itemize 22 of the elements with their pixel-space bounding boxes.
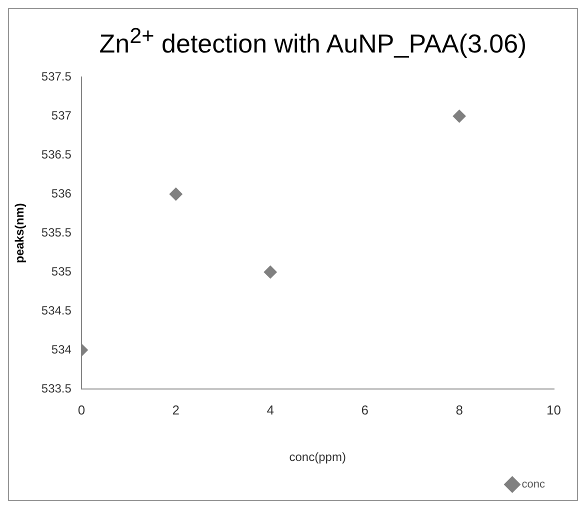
point [264,265,277,278]
x-tick-label: 4 [266,402,274,418]
y-tick-label: 536.5 [41,147,72,162]
y-tick-label: 537.5 [41,69,72,84]
y-axis-title: peaks(nm) [12,202,27,263]
y-tick-label: 537 [51,108,72,122]
x-tick-label: 0 [78,402,86,418]
chart-title: Zn$^{2+}$ detection with AuNP_PAA(3.06) [98,23,528,60]
y-tick-label: 535.5 [41,225,72,240]
y-tick-label: 534 [51,342,72,356]
x-tick-label: 2 [172,402,180,418]
y-tick-label: 533.5 [41,380,72,395]
y-tick-label: 534.5 [41,303,72,318]
point [452,109,466,122]
y-tick-label: 536 [51,186,72,200]
x-tick-label: 6 [361,402,368,418]
y-tick-label: 535 [51,264,72,278]
x-tick-label: 10 [546,402,562,418]
legend-label: conc [522,478,546,490]
x-axis-title: conc(ppm) [289,450,346,464]
x-tick-label: 8 [456,402,463,418]
point [169,187,182,200]
